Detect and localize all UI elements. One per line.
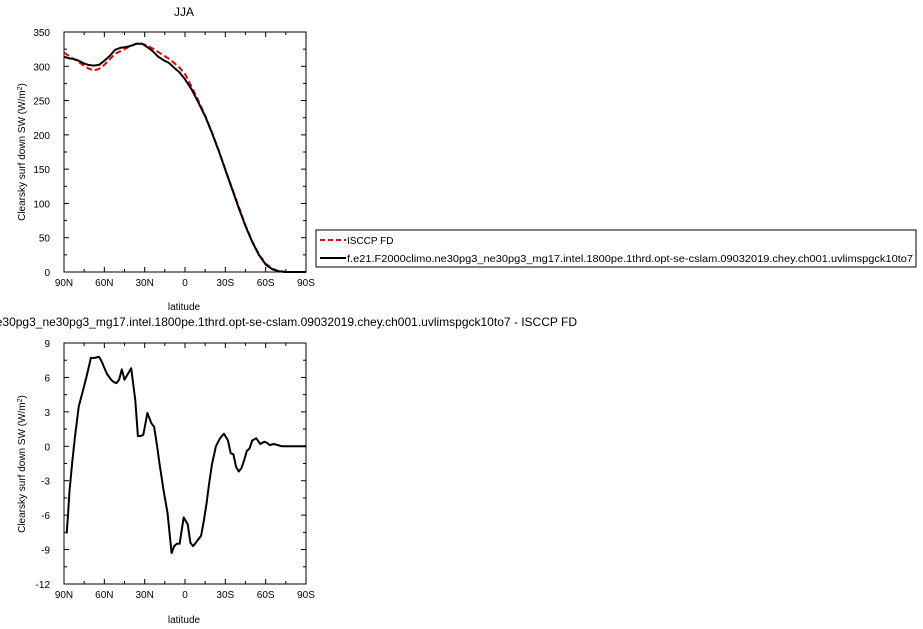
bottom-plot-frame — [63, 342, 307, 585]
bottom-y-tick-label: 6 — [44, 373, 50, 384]
bottom-y-tick-label: -6 — [41, 511, 50, 522]
top-y-tick-label: 250 — [33, 97, 50, 108]
legend-box — [315, 229, 917, 268]
bottom-y-label-main: Clearsky surf down SW (W/m — [17, 402, 28, 533]
legend-label-model: f.e21.F2000climo.ne30pg3_ne30pg3_mg17.in… — [347, 254, 913, 265]
bottom-x-tick-label: 90S — [297, 590, 315, 601]
bottom-y-axis-label: Clearsky surf down SW (W/m2) — [17, 395, 29, 533]
bottom-axes: 90N 60N 30N 0 30S 60S 90S -12 -9 -6 -3 0 3 6 9 — [36, 339, 316, 601]
bottom-y-tick-label: -3 — [41, 477, 50, 488]
bottom-y-tick-label: 9 — [44, 339, 50, 350]
top-y-tick-label: 50 — [39, 234, 51, 245]
top-panel: JJA 90N 60N 30N 0 30S 60S 90S 0 50 100 150 200 250 30… — [17, 5, 316, 313]
top-x-tick-label: 90S — [297, 278, 315, 289]
top-y-label-sup: 2 — [17, 86, 24, 90]
top-y-label-main: Clearsky surf down SW (W/m — [17, 90, 28, 221]
top-x-tick-label: 30S — [216, 278, 234, 289]
bottom-y-tick-label: -9 — [41, 546, 50, 557]
top-y-tick-label: 200 — [33, 131, 50, 142]
top-plot-frame — [63, 31, 307, 273]
bottom-x-tick-label: 0 — [182, 590, 188, 601]
top-series-line-0 — [63, 42, 306, 273]
top-y-tick-label: 100 — [33, 199, 50, 210]
bottom-series-layer — [65, 355, 306, 554]
top-x-tick-label: 30N — [135, 278, 153, 289]
top-y-label-close: ) — [17, 83, 28, 86]
legend: ISCCP FD f.e21.F2000climo.ne30pg3_ne30pg… — [315, 229, 917, 268]
bottom-title: f.e21.F2000climo.ne30pg3_ne30pg3_mg17.in… — [0, 315, 577, 329]
top-x-axis-label: latitude — [168, 302, 201, 313]
bottom-y-tick-label: -12 — [36, 580, 51, 591]
bottom-x-tick-label: 90N — [55, 590, 73, 601]
top-y-tick-label: 300 — [33, 62, 50, 73]
bottom-x-axis-label: latitude — [168, 615, 201, 626]
bottom-x-tick-label: 60S — [257, 590, 275, 601]
bottom-y-tick-label: 3 — [44, 408, 50, 419]
top-y-tick-label: 0 — [44, 268, 50, 279]
top-x-tick-label: 0 — [182, 278, 188, 289]
bottom-x-tick-label: 60N — [95, 590, 113, 601]
top-y-tick-label: 150 — [33, 165, 50, 176]
top-series-layer — [63, 42, 306, 273]
top-y-tick-label: 350 — [33, 28, 50, 39]
bottom-x-tick-label: 30N — [135, 590, 153, 601]
top-x-tick-label: 90N — [55, 278, 73, 289]
top-x-tick-label: 60N — [95, 278, 113, 289]
bottom-y-label-sup: 2 — [17, 398, 24, 402]
bottom-panel: f.e21.F2000climo.ne30pg3_ne30pg3_mg17.in… — [0, 315, 577, 626]
top-series-line-1 — [63, 42, 306, 273]
top-title: JJA — [174, 5, 194, 19]
bottom-y-tick-label: 0 — [44, 442, 50, 453]
top-x-tick-label: 60S — [257, 278, 275, 289]
bottom-y-label-close: ) — [17, 395, 28, 398]
bottom-series-line-0 — [65, 355, 306, 554]
legend-label-isccp: ISCCP FD — [347, 236, 394, 247]
top-y-axis-label: Clearsky surf down SW (W/m2) — [17, 83, 29, 221]
bottom-x-tick-label: 30S — [216, 590, 234, 601]
top-axes: 90N 60N 30N 0 30S 60S 90S 0 50 100 150 200 250 300 350 — [33, 28, 315, 289]
